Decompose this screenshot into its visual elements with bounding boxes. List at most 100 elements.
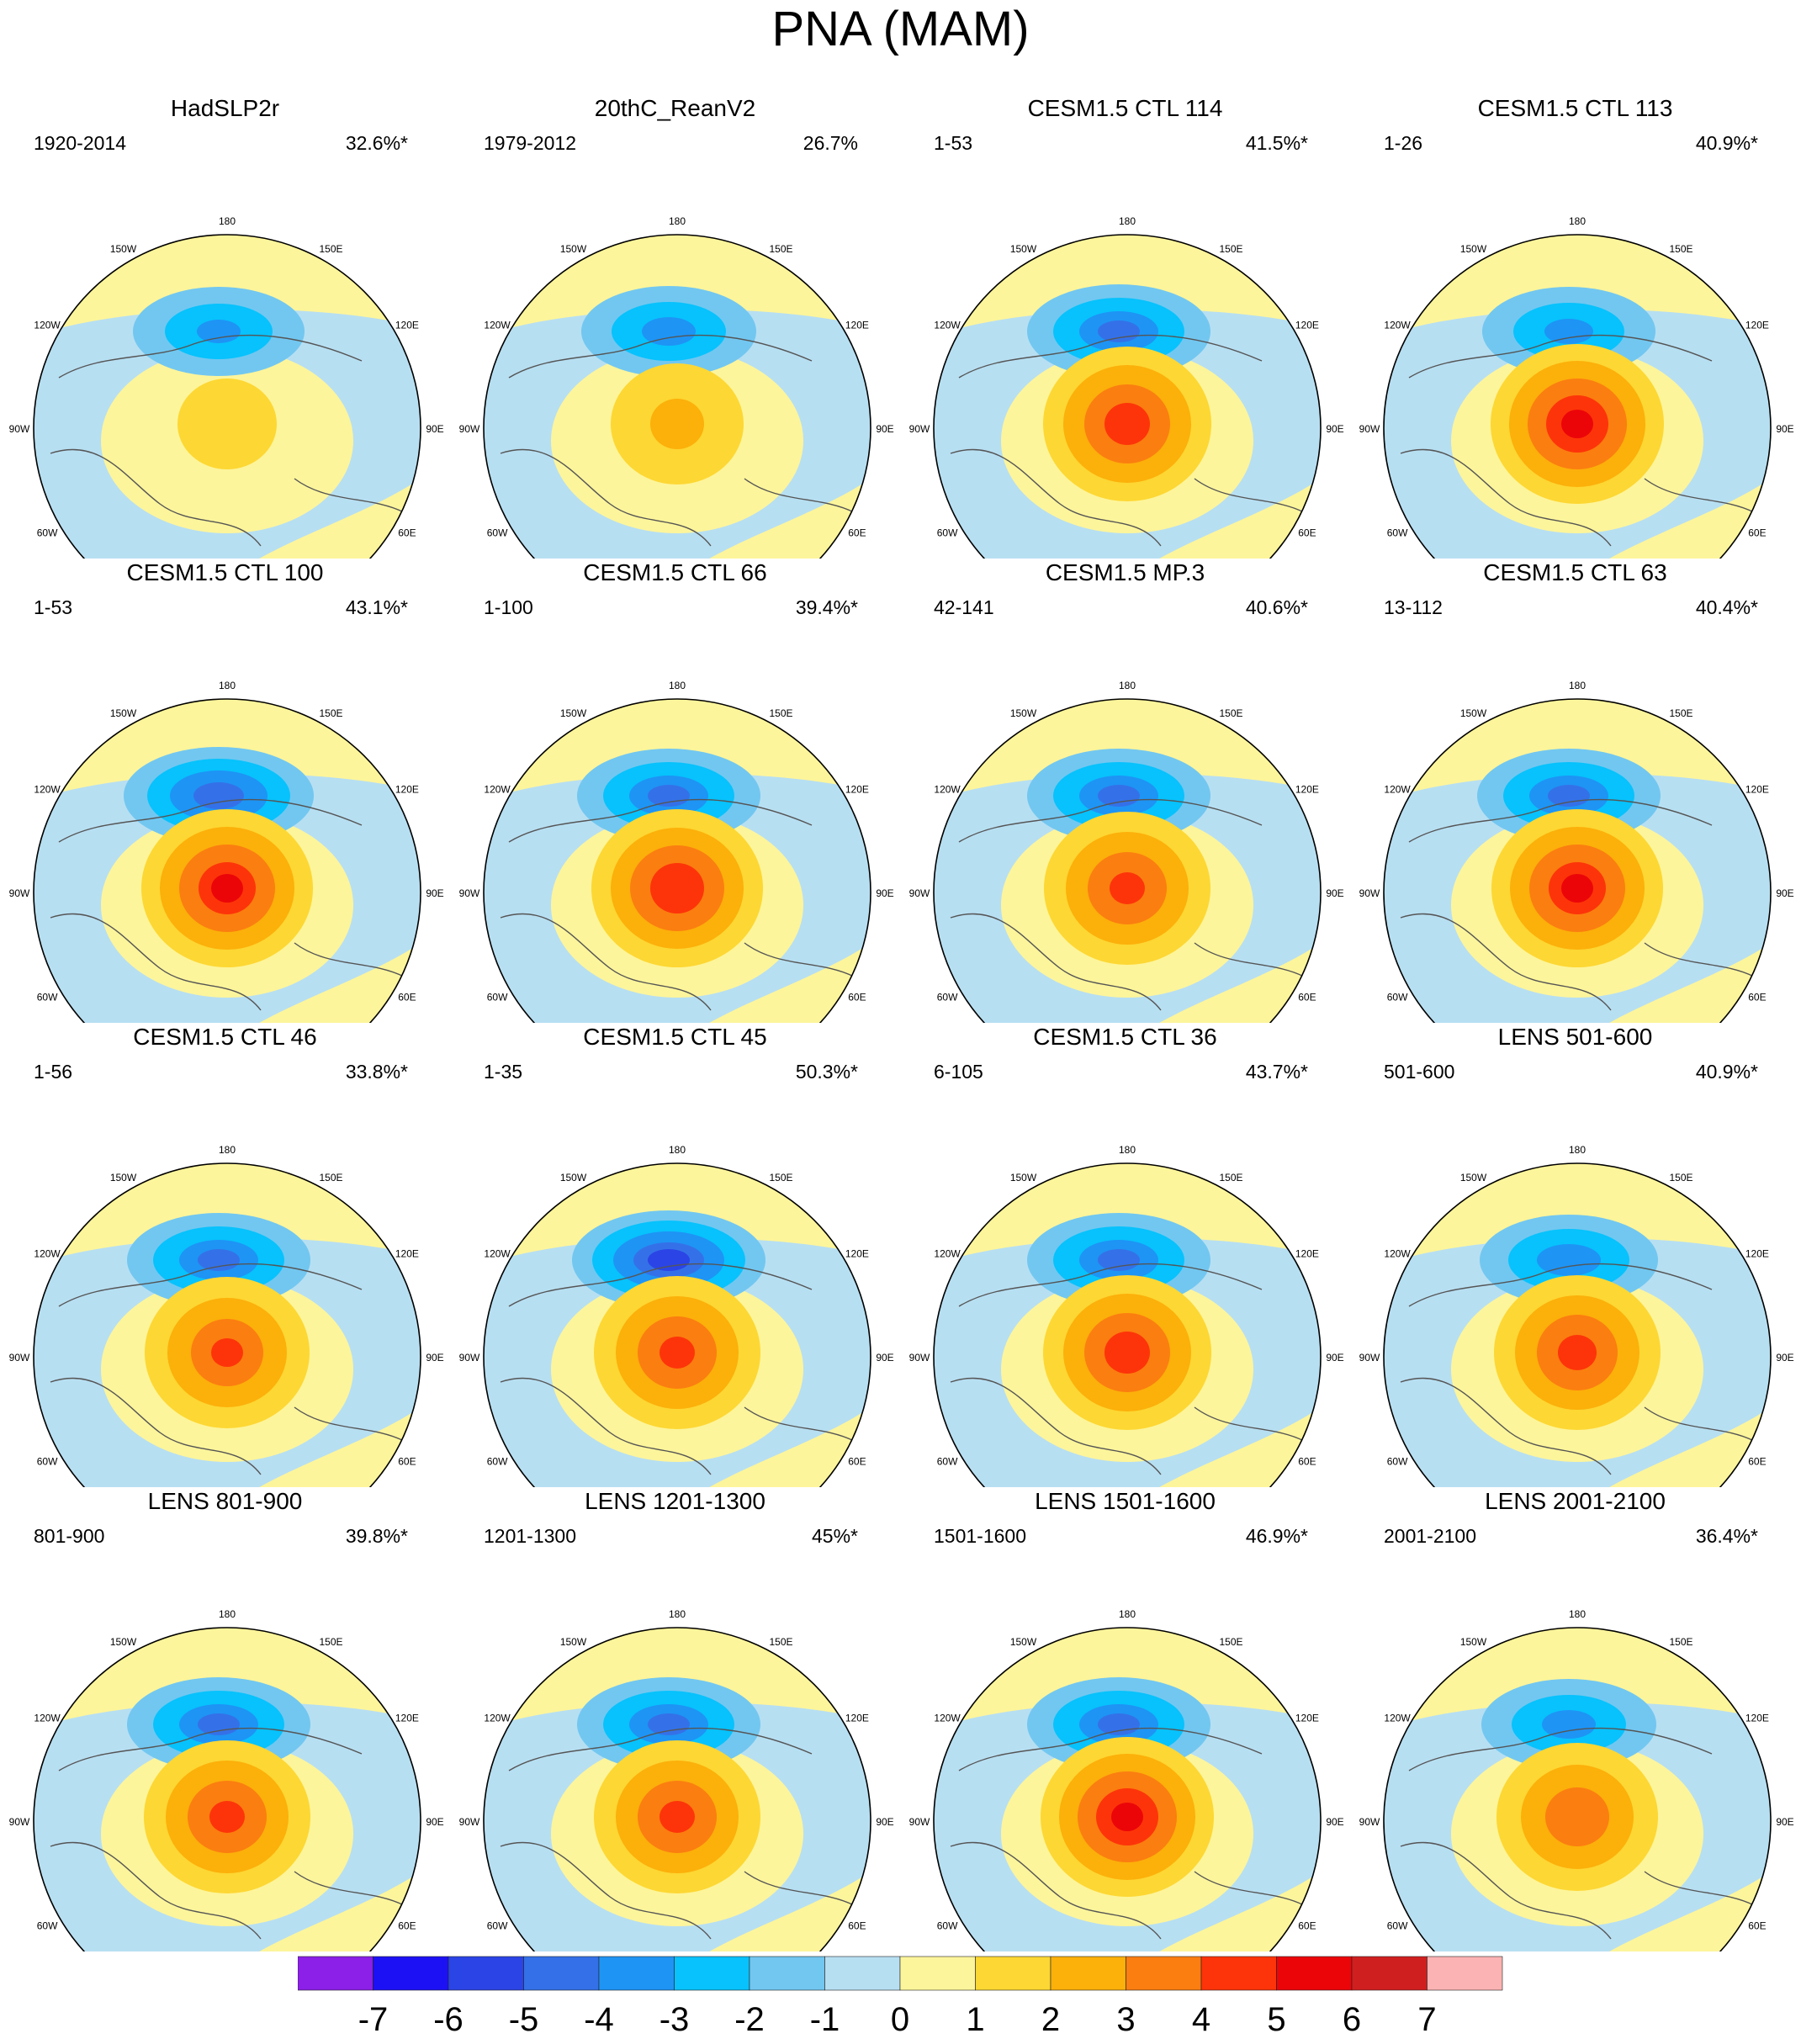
longitude-label: 60E [848,992,866,1003]
colorbar-swatch [373,1956,449,1991]
colorbar-tick-label: -2 [734,2001,765,2038]
longitude-label: 60E [848,1920,866,1932]
low-contour-fill [642,317,696,346]
longitude-label: 150E [319,707,342,719]
colorbar-tick-label: -1 [810,2001,840,2038]
panel-title: CESM1.5 CTL 114 [1027,95,1223,121]
panel-variance-percent: 40.9%* [1695,1061,1758,1083]
positive-band-south [1094,943,1321,1023]
colorbar-tick-label: -4 [584,2001,614,2038]
coastline [500,1263,855,1475]
longitude-label: 90W [9,423,30,435]
coastline [50,1727,405,1940]
colorbar-swatch [1200,1956,1277,1991]
longitude-label: 90W [9,887,30,899]
map-panel: HadSLP2r 1920-2014 32.6%* 180 150E 120E 90E 60E… [0,94,450,559]
longitude-label: 60E [398,1456,416,1468]
coastline [950,1263,1305,1475]
polar-map: 180150E120E90E60E30E030W60W90W120W150W [909,680,1344,1023]
longitude-label: 90W [459,1816,480,1828]
longitude-label: 60E [1748,992,1766,1003]
panel-variance-percent: 33.8%* [345,1061,408,1083]
longitude-label: 60W [1387,1456,1408,1468]
high-contour-fill [650,863,704,913]
longitude-label: 120E [845,320,869,331]
high-contour-fill [659,1337,695,1369]
map-boundary [1383,1627,1772,1951]
panel-grid: HadSLP2r 1920-2014 32.6%* 180 150E 120E 90E 60E… [0,94,1794,1951]
longitude-label: 60E [1748,1456,1766,1468]
low-contour-fill [197,320,241,343]
longitude-label: 90W [459,887,480,899]
map-boundary [483,698,871,1023]
longitude-label: 90W [1359,1816,1380,1828]
longitude-label: 60E [1298,527,1316,539]
positive-band-south [644,479,871,559]
panel-title: CESM1.5 CTL 66 [583,559,767,585]
longitude-label: 120E [1745,1248,1769,1260]
panel-variance-percent: 43.1%* [345,596,408,618]
low-contour-fill [198,1249,240,1271]
panel-title: CESM1.5 CTL 45 [583,1024,767,1050]
map-panel: LENS 1501-1600 1501-1600 46.9%* 180 150E 120E… [900,1487,1350,1951]
longitude-label: 60E [1298,992,1316,1003]
longitude-label: 150W [110,707,137,719]
positive-band-south [193,1407,421,1487]
low-contour-fill [1098,320,1140,342]
longitude-label: 150W [1460,1172,1487,1184]
high-contour-fill [1558,1335,1597,1370]
panel-year-range: 1201-1300 [484,1525,576,1547]
high-contour-fill [659,1801,695,1833]
positive-band-south [1094,1407,1321,1487]
map-panel: CESM1.5 CTL 114 1-53 41.5%* 180 150E 120E 90E 6… [900,94,1350,559]
panel-title: CESM1.5 CTL 36 [1033,1024,1217,1050]
panel-year-range: 1920-2014 [34,132,126,154]
map-panel: CESM1.5 CTL 66 1-100 39.4%* 180 150E 120E 90E 6… [450,559,900,1023]
panel-year-range: 2001-2100 [1384,1525,1476,1547]
map-panel: LENS 2001-2100 2001-2100 36.4%* 180 150E 120E… [1350,1487,1800,1951]
polar-map: 180150E120E90E60E30E030W60W90W120W150W [459,1608,894,1951]
panel-variance-percent: 40.9%* [1695,132,1758,154]
colorbar-swatch [298,1956,373,1991]
longitude-label: 90W [909,423,930,435]
panel-title: LENS 2001-2100 [1485,1488,1666,1514]
panel-title: 20thC_ReanV2 [594,95,756,121]
low-contour-fill [193,782,244,809]
coastline [500,798,855,1011]
longitude-label: 60W [937,1456,958,1468]
longitude-label: 180 [1119,215,1136,227]
longitude-label: 90E [876,1352,893,1364]
longitude-label: 120E [1295,320,1319,331]
longitude-label: 150E [1669,707,1692,719]
longitude-label: 150E [319,1172,342,1184]
longitude-label: 90W [459,423,480,435]
longitude-label: 90E [876,887,893,899]
panel-year-range: 1-53 [934,132,973,154]
longitude-label: 150E [769,1172,792,1184]
longitude-label: 150W [560,243,587,255]
polar-map: 180150E120E90E60E30E030W60W90W120W150W [459,680,894,1023]
panel-title: HadSLP2r [170,95,280,121]
colorbar-swatch [975,1956,1051,1991]
longitude-label: 60W [937,1920,958,1932]
longitude-label: 60W [487,992,508,1003]
longitude-label: 60W [37,1920,58,1932]
map-boundary [483,234,871,559]
longitude-label: 60E [398,527,416,539]
longitude-label: 150W [1010,1636,1037,1648]
map-boundary [1383,1162,1772,1487]
longitude-label: 150W [1460,1636,1487,1648]
panel-year-range: 1-56 [34,1061,73,1083]
longitude-label: 90W [909,887,930,899]
high-contour-fill [177,379,277,469]
panel-variance-percent: 40.4%* [1695,596,1758,618]
longitude-label: 150W [560,1172,587,1184]
positive-band-south [644,1872,871,1951]
longitude-label: 60E [398,1920,416,1932]
longitude-label: 60E [1748,1920,1766,1932]
panel-year-range: 1501-1600 [934,1525,1026,1547]
colorbar-swatch [824,1956,901,1991]
high-contour-fill [1545,1787,1609,1846]
polar-map: 180150E120E90E60E30E030W60W90W120W150W [1359,680,1794,1023]
positive-band-south [1544,1872,1771,1951]
